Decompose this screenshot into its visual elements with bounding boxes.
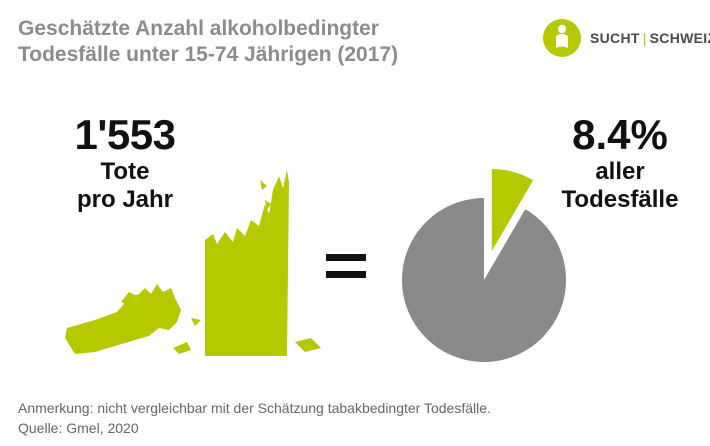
footnote-source: Quelle: Gmel, 2020 — [18, 420, 139, 436]
deaths-number: 1'553 — [74, 111, 176, 158]
sucht-schweiz-logo[interactable]: SUCHT | SCHWEIZ — [542, 18, 710, 60]
pie-slice--brige — [402, 198, 566, 362]
logo-wordmark: SUCHT | SCHWEIZ — [590, 30, 710, 46]
equals-sign-icon — [326, 254, 366, 278]
title-line-1: Geschätzte Anzahl alkoholbedingter — [18, 17, 379, 40]
deaths-label-line-2: pro Jahr — [76, 186, 174, 213]
share-stat: 8.4% aller Todesfälle — [540, 112, 700, 214]
footnote: Anmerkung: nicht vergleichbar mit der Sc… — [18, 398, 491, 438]
pie-slice-alkoholbedingt — [491, 169, 534, 252]
logo-separator: | — [642, 30, 647, 46]
sucht-schweiz-logo-icon — [543, 19, 581, 57]
logo-word-schweiz: SCHWEIZ — [649, 30, 710, 46]
footnote-remark: Anmerkung: nicht vergleichbar mit der Sc… — [18, 400, 491, 416]
share-label-line-2: Todesfälle — [561, 186, 679, 213]
pie-chart — [402, 169, 566, 362]
share-number: 8.4% — [572, 111, 668, 158]
logo-word-sucht: SUCHT — [590, 30, 640, 46]
title-line-2: Todesfälle unter 15-74 Jährigen (2017) — [18, 43, 399, 66]
deaths-stat: 1'553 Tote pro Jahr — [30, 112, 220, 214]
deaths-label-line-1: Tote — [100, 158, 150, 185]
share-label-line-1: aller — [595, 158, 645, 185]
chart-title: Geschätzte Anzahl alkoholbedingter Todes… — [18, 16, 518, 68]
broken-bottle-icon — [65, 170, 321, 356]
